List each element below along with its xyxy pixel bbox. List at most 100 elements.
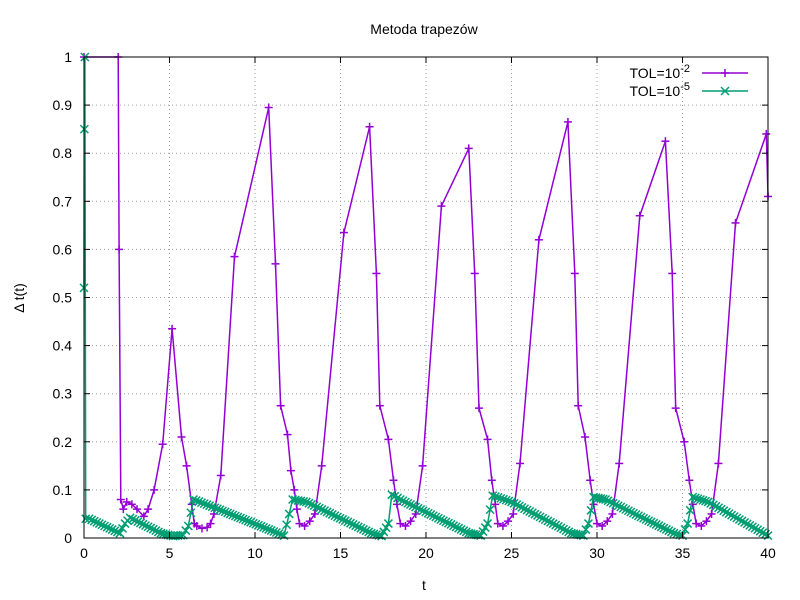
- data-point: [197, 524, 206, 533]
- data-point: [401, 521, 410, 530]
- data-point: [128, 514, 138, 524]
- data-point: [519, 504, 530, 514]
- data-point: [305, 517, 314, 526]
- data-point: [264, 524, 274, 534]
- y-tick-label: 1: [64, 49, 72, 65]
- data-point: [301, 497, 311, 507]
- data-point: [143, 522, 153, 532]
- data-point: [606, 497, 616, 507]
- data-point: [615, 459, 624, 468]
- data-point: [581, 432, 590, 441]
- data-point: [356, 523, 366, 533]
- data-point: [512, 500, 522, 510]
- data-point: [581, 525, 591, 535]
- data-point: [317, 461, 326, 470]
- x-tick-label: 15: [333, 545, 349, 561]
- data-point: [436, 514, 446, 525]
- y-tick-label: 0.6: [53, 241, 73, 257]
- data-point: [396, 519, 405, 528]
- data-point: [248, 518, 258, 528]
- data-point: [688, 492, 698, 502]
- x-axis-label: t: [422, 577, 426, 593]
- data-point: [449, 521, 459, 531]
- data-point: [377, 531, 387, 541]
- data-point: [656, 522, 666, 532]
- data-point: [635, 211, 644, 220]
- data-point: [683, 519, 693, 529]
- data-point: [633, 511, 644, 521]
- data-point: [719, 506, 729, 516]
- data-point: [556, 523, 566, 533]
- data-point: [456, 524, 466, 534]
- data-point: [141, 520, 151, 531]
- y-tick-label: 0.9: [53, 97, 73, 113]
- data-point: [220, 507, 230, 517]
- data-point: [400, 497, 410, 507]
- data-point: [186, 508, 196, 518]
- data-point: [203, 523, 212, 532]
- data-point: [758, 528, 768, 538]
- data-point: [243, 516, 253, 526]
- data-point: [742, 519, 752, 529]
- data-point: [525, 506, 535, 516]
- data-point: [530, 509, 540, 519]
- series-tol-1e-5: [79, 52, 773, 541]
- x-tick-label: 20: [418, 545, 434, 561]
- x-tick-label: 0: [80, 545, 88, 561]
- data-point: [418, 506, 428, 516]
- data-point: [641, 514, 651, 525]
- data-point: [416, 504, 426, 515]
- data-point: [274, 529, 284, 539]
- data-point: [498, 494, 508, 504]
- data-point: [493, 519, 502, 528]
- data-point: [516, 459, 525, 468]
- data-point: [351, 521, 361, 531]
- data-point: [116, 495, 125, 504]
- data-point: [406, 517, 415, 526]
- data-point: [210, 503, 220, 513]
- data-point: [151, 526, 161, 536]
- data-point: [87, 515, 97, 525]
- data-point: [438, 516, 448, 526]
- data-point: [384, 435, 393, 444]
- data-point: [92, 517, 102, 527]
- data-point: [672, 529, 682, 539]
- data-point: [205, 501, 215, 511]
- data-point: [99, 521, 110, 531]
- data-point: [283, 430, 292, 439]
- data-point: [235, 513, 245, 523]
- series-tol-1e-2: [80, 53, 772, 533]
- data-point: [290, 485, 299, 494]
- data-point: [269, 526, 279, 537]
- data-point: [666, 527, 676, 537]
- data-point: [553, 521, 563, 531]
- data-point: [716, 504, 726, 514]
- data-point: [740, 517, 750, 527]
- data-point: [651, 519, 661, 529]
- grid: [84, 57, 768, 538]
- data-point: [366, 528, 376, 538]
- data-point: [405, 499, 416, 510]
- data-point: [348, 519, 358, 529]
- data-point: [669, 528, 679, 538]
- data-point: [322, 507, 332, 517]
- data-point: [144, 505, 153, 514]
- data-point: [496, 493, 506, 503]
- y-tick-label: 0.8: [53, 145, 73, 161]
- data-point: [475, 404, 484, 413]
- data-point: [428, 511, 438, 521]
- data-point: [122, 497, 131, 506]
- data-point: [202, 500, 212, 510]
- data-point: [693, 494, 703, 504]
- data-point: [421, 507, 431, 517]
- data-point: [546, 517, 556, 527]
- data-point: [335, 513, 345, 523]
- data-point: [714, 503, 724, 513]
- data-point: [491, 500, 500, 509]
- data-point: [199, 499, 209, 509]
- data-point: [488, 491, 498, 501]
- data-point: [559, 524, 569, 534]
- data-point: [639, 513, 649, 523]
- data-point: [230, 252, 239, 261]
- y-tick-label: 0.2: [53, 434, 73, 450]
